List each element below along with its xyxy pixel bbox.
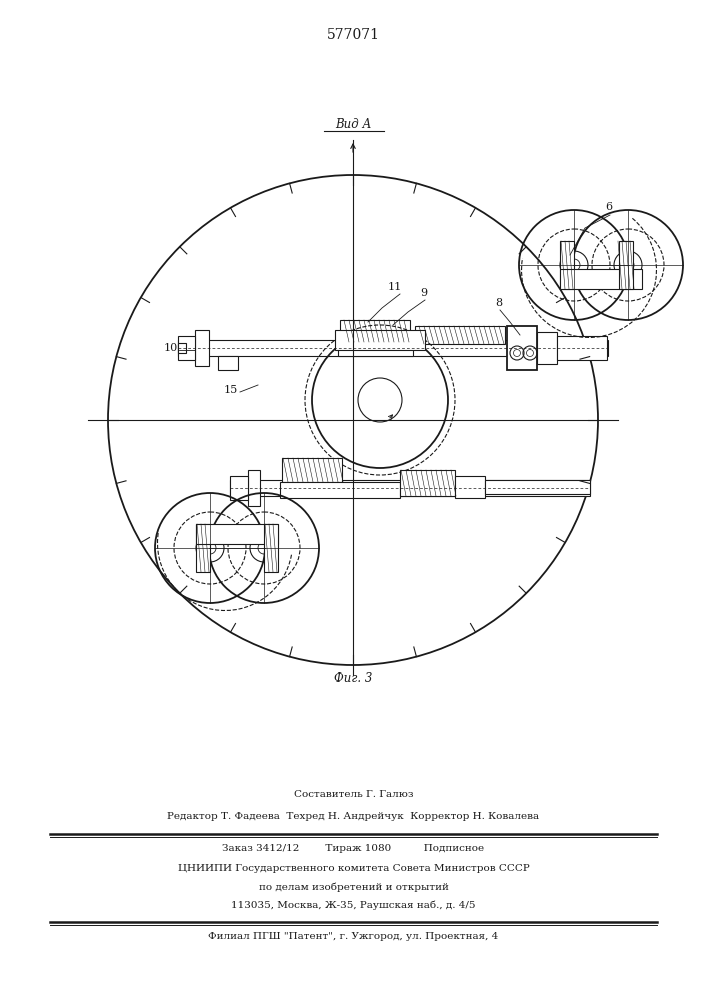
Text: 577071: 577071 [327, 28, 380, 42]
Bar [282, 458, 342, 482]
Bar [218, 356, 238, 370]
Bar [400, 470, 455, 496]
Text: Редактор Т. Фадеева  Техред Н. Андрейчук  Корректор Н. Ковалева: Редактор Т. Фадеева Техред Н. Андрейчук … [168, 812, 539, 821]
Bar [415, 326, 505, 344]
Bar [196, 524, 278, 544]
Text: 113035, Москва, Ж-35, Раушская наб., д. 4/5: 113035, Москва, Ж-35, Раушская наб., д. … [231, 900, 476, 910]
Text: 10: 10 [164, 343, 178, 353]
Text: 15: 15 [223, 385, 238, 395]
Bar [280, 482, 400, 498]
Text: Филиал ПГШ "Патент", г. Ужгород, ул. Проектная, 4: Филиал ПГШ "Патент", г. Ужгород, ул. Про… [209, 932, 498, 941]
Text: Фиг. 3: Фиг. 3 [334, 672, 373, 685]
Bar [560, 241, 574, 289]
Bar [248, 470, 260, 506]
Text: 8: 8 [495, 298, 502, 308]
Text: Заказ 3412/12        Тираж 1080          Подписное: Заказ 3412/12 Тираж 1080 Подписное [223, 844, 484, 853]
Text: 6: 6 [605, 202, 612, 212]
Bar [557, 336, 607, 360]
Text: 11: 11 [387, 282, 402, 292]
Text: ЦНИИПИ Государственного комитета Совета Министров СССР: ЦНИИПИ Государственного комитета Совета … [177, 864, 530, 873]
Text: 9: 9 [420, 288, 427, 298]
Bar [178, 340, 608, 356]
Bar [455, 476, 485, 498]
Bar [340, 320, 410, 342]
Text: Вид А: Вид А [335, 118, 372, 131]
Bar [178, 343, 186, 353]
Bar [485, 480, 590, 494]
Bar [560, 269, 642, 289]
Text: Составитель Г. Галюз: Составитель Г. Галюз [293, 790, 414, 799]
Bar [178, 336, 195, 360]
Bar [338, 342, 413, 356]
Bar [264, 524, 278, 572]
Bar [537, 332, 557, 364]
Bar [335, 330, 425, 350]
Bar [230, 476, 248, 500]
Bar [195, 330, 209, 366]
Text: по делам изобретений и открытий: по делам изобретений и открытий [259, 882, 448, 892]
Bar [230, 480, 590, 496]
Bar [196, 524, 210, 572]
Bar [619, 241, 633, 289]
Bar [507, 326, 537, 370]
